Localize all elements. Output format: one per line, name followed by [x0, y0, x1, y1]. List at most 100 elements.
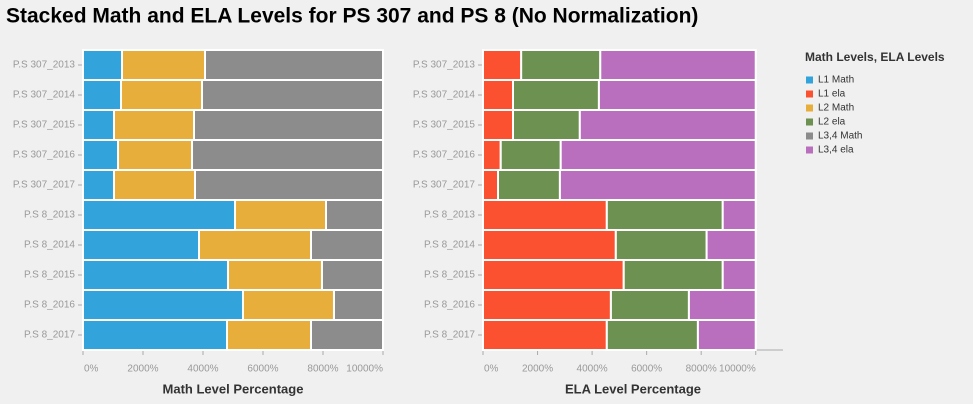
y-tick-label: P.S 8_2014 — [424, 240, 475, 251]
bar-segment — [482, 199, 608, 231]
bar-segment — [234, 199, 327, 231]
bar-segment — [696, 319, 757, 351]
y-tick-label: P.S 8_2014 — [24, 240, 75, 251]
bar-segment — [482, 259, 625, 291]
y-tick-label: P.S 8_2017 — [424, 330, 475, 341]
bar-segment — [559, 139, 757, 171]
legend-label: L3,4 ela — [818, 145, 854, 156]
bar-segment — [82, 289, 244, 321]
y-tick-label: P.S 307_2015 — [13, 120, 76, 131]
legend-swatch — [806, 104, 813, 112]
bar-segment — [198, 229, 312, 261]
y-tick-label: P.S 307_2017 — [413, 180, 476, 191]
bar-segment — [497, 169, 561, 201]
x-tick-label: 8000% — [686, 364, 717, 375]
bar-segment — [499, 139, 562, 171]
x-tick-label: 6000% — [631, 364, 662, 375]
y-tick-label: P.S 307_2014 — [413, 90, 476, 101]
bar-segment — [82, 79, 123, 111]
bar-segment — [241, 289, 335, 321]
bar-segment — [482, 79, 514, 111]
bar-segment — [512, 79, 600, 111]
y-tick-label: P.S 8_2015 — [424, 270, 475, 281]
bar-segment — [512, 109, 581, 141]
bar-segment — [721, 259, 757, 291]
bar-segment — [310, 319, 384, 351]
bar-segment — [82, 229, 201, 261]
bar-segment — [121, 49, 207, 81]
bar-segment — [622, 259, 724, 291]
bar-segment — [82, 49, 123, 81]
legend-swatch — [806, 76, 813, 84]
x-axis-title: Math Level Percentage — [163, 381, 304, 396]
bar-segment — [599, 49, 757, 81]
bar-segment — [226, 319, 312, 351]
bar-segment — [578, 109, 757, 141]
x-tick-label: 2000% — [522, 364, 553, 375]
x-tick-label: 8000% — [307, 364, 338, 375]
bar-segment — [82, 319, 228, 351]
bar-segment — [226, 259, 323, 291]
bar-segment — [605, 199, 724, 231]
bar-segment — [193, 109, 384, 141]
bar-segment — [191, 139, 385, 171]
x-tick-label: 4000% — [577, 364, 608, 375]
legend-label: L1 Math — [818, 75, 854, 86]
y-tick-label: P.S 8_2013 — [24, 210, 75, 221]
y-tick-label: P.S 307_2016 — [13, 150, 76, 161]
x-tick-label: 0% — [484, 364, 499, 375]
bar-segment — [193, 169, 384, 201]
bar-segment — [482, 139, 502, 171]
y-tick-label: P.S 307_2016 — [413, 150, 476, 161]
chart-title: Stacked Math and ELA Levels for PS 307 a… — [6, 5, 698, 28]
x-tick-label: 2000% — [127, 364, 158, 375]
y-tick-label: P.S 8_2015 — [24, 270, 75, 281]
legend-label: L2 Math — [818, 103, 854, 114]
y-tick-label: P.S 8_2017 — [24, 330, 75, 341]
bar-segment — [332, 289, 384, 321]
bar-segment — [597, 79, 757, 111]
x-tick-label: 6000% — [247, 364, 278, 375]
bar-segment — [482, 229, 617, 261]
bar-segment — [112, 109, 195, 141]
bar-segment — [112, 169, 196, 201]
y-tick-label: P.S 307_2017 — [13, 180, 76, 191]
bar-segment — [482, 109, 514, 141]
x-tick-label: 4000% — [187, 364, 218, 375]
bar-segment — [201, 79, 384, 111]
y-tick-label: P.S 307_2014 — [13, 90, 76, 101]
bar-segment — [117, 139, 194, 171]
bar-segment — [482, 49, 523, 81]
bar-segment — [482, 169, 499, 201]
y-tick-label: P.S 8_2016 — [24, 300, 75, 311]
legend-title: Math Levels, ELA Levels — [805, 50, 945, 64]
y-tick-label: P.S 307_2013 — [13, 60, 76, 71]
bar-segment — [325, 199, 384, 231]
bar-segment — [482, 289, 612, 321]
legend-swatch — [806, 146, 813, 154]
legend-swatch — [806, 118, 813, 126]
legend-label: L3,4 Math — [818, 131, 862, 142]
legend-swatch — [806, 90, 813, 98]
x-axis-title: ELA Level Percentage — [565, 381, 701, 396]
y-tick-label: P.S 307_2013 — [413, 60, 476, 71]
y-tick-label: P.S 8_2016 — [424, 300, 475, 311]
bar-segment — [82, 139, 120, 171]
x-tick-label: 0% — [84, 364, 99, 375]
bar-segment — [82, 169, 115, 201]
bar-segment — [204, 49, 384, 81]
bar-segment — [82, 259, 229, 291]
x-tick-label: 10000% — [719, 364, 756, 375]
bar-segment — [310, 229, 384, 261]
bar-segment — [705, 229, 757, 261]
legend-label: L2 ela — [818, 117, 846, 128]
bar-segment — [482, 319, 608, 351]
bar-segment — [721, 199, 757, 231]
bar-segment — [614, 229, 708, 261]
bar-segment — [687, 289, 757, 321]
legend-label: L1 ela — [818, 89, 846, 100]
bar-segment — [320, 259, 384, 291]
y-tick-label: P.S 8_2013 — [424, 210, 475, 221]
